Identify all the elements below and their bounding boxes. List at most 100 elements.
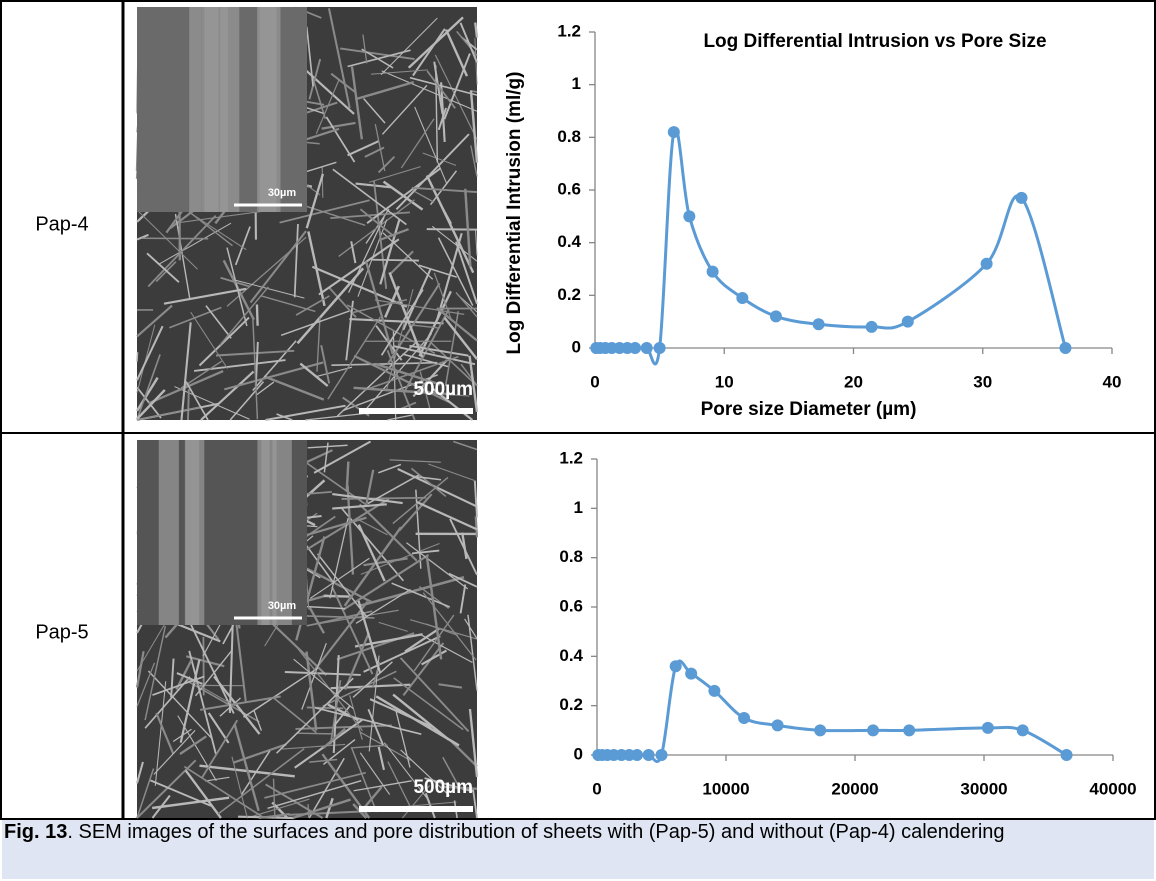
fiber (306, 609, 399, 627)
y-tick-label: 0.4 (557, 232, 581, 251)
fiber (152, 796, 230, 810)
inset-fiber (185, 440, 200, 625)
fiber (421, 634, 473, 664)
fiber (136, 406, 201, 421)
fiber (144, 625, 167, 721)
fiber (378, 228, 409, 242)
x-tick-label: 10000 (702, 779, 749, 798)
data-point (1015, 191, 1028, 204)
fiber (401, 785, 431, 819)
fiber (402, 353, 449, 368)
fiber (402, 642, 445, 696)
fiber (305, 26, 314, 87)
fiber (329, 518, 349, 599)
fiber (186, 677, 236, 707)
fiber (169, 306, 222, 329)
fiber (316, 317, 321, 372)
series-line (596, 127, 1067, 366)
fiber (321, 121, 356, 130)
fiber (228, 614, 235, 713)
fiber (398, 493, 433, 532)
fiber (235, 279, 305, 299)
fiber (175, 659, 193, 691)
series-line (598, 659, 1068, 764)
y-tick-label: 1 (572, 74, 581, 93)
fiber (442, 756, 461, 790)
y-axis-title: Log Differential Intrusion (ml/g) (504, 72, 525, 355)
data-point (630, 749, 643, 761)
fiber (366, 167, 441, 224)
fiber (372, 388, 470, 397)
fiber (412, 359, 448, 398)
fiber (363, 786, 383, 809)
fiber (276, 413, 293, 421)
data-point (771, 719, 784, 732)
x-tick-label: 30000 (960, 779, 1007, 798)
fiber (387, 414, 412, 421)
fiber (389, 459, 441, 463)
fiber (377, 746, 386, 771)
fiber (414, 106, 448, 185)
fiber (468, 708, 479, 778)
fiber (428, 463, 475, 481)
fiber (180, 322, 192, 421)
fiber (217, 748, 305, 815)
fiber (474, 22, 479, 38)
fiber (395, 133, 470, 210)
fiber (135, 377, 159, 412)
fiber (387, 761, 412, 809)
fiber (308, 607, 325, 634)
fiber (327, 316, 382, 400)
fiber (332, 503, 387, 510)
fiber (300, 458, 370, 508)
fiber (382, 232, 434, 280)
fiber (429, 170, 458, 206)
fiber (381, 84, 428, 135)
fiber (404, 627, 441, 653)
fiber (330, 72, 357, 94)
fiber (470, 145, 478, 177)
fiber (359, 208, 396, 238)
fiber (135, 650, 145, 688)
fiber (213, 675, 261, 735)
fiber (188, 650, 217, 755)
data-point (867, 724, 880, 737)
fiber (267, 779, 362, 810)
y-tick-label: 0.4 (559, 646, 583, 665)
x-tick-label: 20000 (831, 779, 878, 798)
fiber (391, 582, 451, 608)
fiber (474, 516, 479, 538)
data-point (865, 320, 878, 333)
fiber (233, 743, 287, 764)
fiber (284, 670, 361, 676)
fiber (255, 304, 259, 326)
fiber (346, 304, 436, 354)
fiber (464, 618, 478, 639)
x-tick-label: 10 (715, 372, 734, 391)
x-tick-label: 0 (592, 779, 601, 798)
data-point (980, 257, 993, 270)
row-label: Pap-5 (35, 621, 88, 643)
fiber (381, 70, 478, 112)
fiber (363, 97, 386, 124)
fiber (345, 300, 354, 361)
fiber (293, 223, 299, 298)
fiber (355, 588, 411, 624)
fiber (411, 186, 478, 194)
fiber (383, 742, 430, 802)
fiber (469, 90, 479, 163)
fiber (195, 649, 233, 697)
fiber (345, 461, 350, 492)
fiber (364, 146, 385, 158)
y-tick-label: 0.2 (557, 285, 581, 304)
x-tick-label: 30 (973, 372, 992, 391)
fiber (163, 287, 247, 305)
fiber (379, 218, 401, 285)
data-point (685, 667, 698, 680)
fiber (144, 676, 191, 729)
fiber (189, 212, 247, 251)
fiber (347, 49, 411, 68)
fiber (363, 557, 408, 567)
x-tick-label: 0 (590, 372, 599, 391)
